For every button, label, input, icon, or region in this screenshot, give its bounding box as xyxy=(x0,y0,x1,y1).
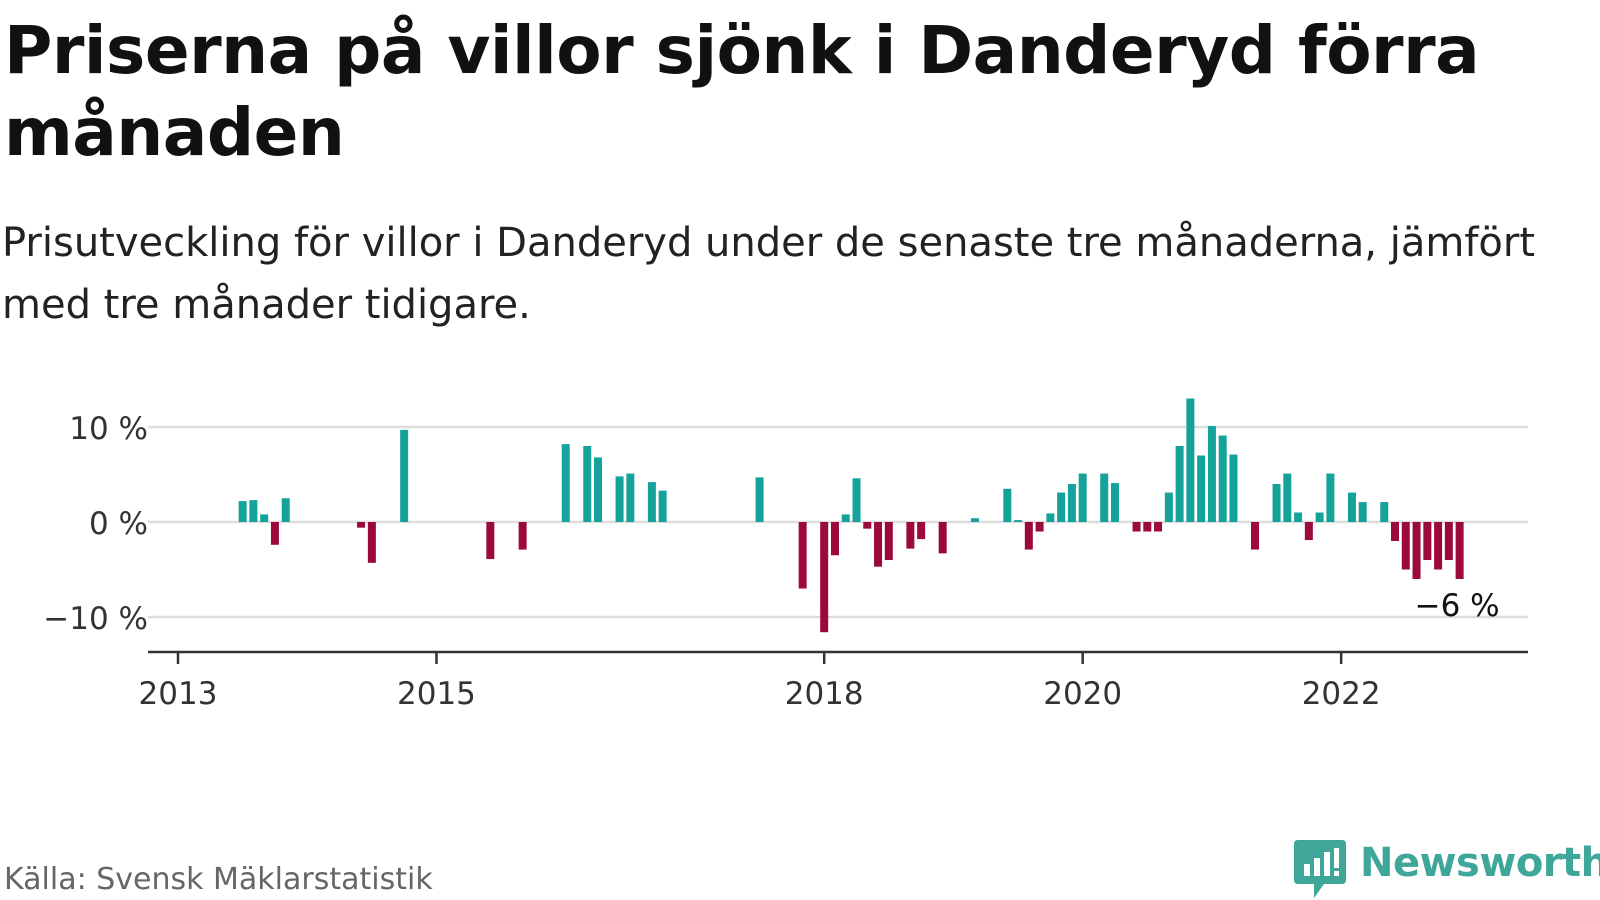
bar xyxy=(917,522,926,540)
bar xyxy=(863,522,872,529)
annotation-label: −6 % xyxy=(1415,588,1500,624)
x-tick-label: 2018 xyxy=(785,676,864,712)
bar xyxy=(906,522,915,549)
bar xyxy=(1326,473,1335,522)
bar xyxy=(1035,522,1044,532)
bar xyxy=(1154,522,1163,532)
bar xyxy=(270,522,279,545)
bar xyxy=(1110,483,1119,522)
bar xyxy=(1229,454,1238,522)
x-tick-label: 2013 xyxy=(139,676,218,712)
bar xyxy=(1143,522,1152,532)
bar xyxy=(281,498,290,522)
bar xyxy=(1434,522,1443,570)
bar xyxy=(1207,426,1216,522)
bar xyxy=(1186,398,1195,522)
bar xyxy=(1444,522,1453,560)
y-tick-label: 10 % xyxy=(69,411,148,447)
bar xyxy=(1100,473,1109,522)
bar xyxy=(1132,522,1141,532)
bar xyxy=(1380,502,1389,522)
bar xyxy=(626,473,635,522)
bar xyxy=(755,477,764,522)
bar xyxy=(1423,522,1432,560)
bar xyxy=(1197,455,1206,522)
y-tick-label: 0 % xyxy=(89,506,148,542)
bar xyxy=(615,476,624,522)
bar xyxy=(884,522,893,560)
bar xyxy=(874,522,883,567)
chart-title: Priserna på villor sjönk i Danderyd förr… xyxy=(4,12,1480,171)
bar xyxy=(260,514,269,522)
bar xyxy=(1412,522,1421,579)
bar-chart: 10 % 0 % −10 % 2013 2015 2018 2020 2022 −6 % xyxy=(43,398,1528,712)
bars xyxy=(238,398,1464,633)
x-tick-label: 2020 xyxy=(1043,676,1122,712)
bar xyxy=(830,522,839,556)
bar xyxy=(1347,492,1356,522)
bar xyxy=(1046,513,1055,522)
bar xyxy=(594,457,603,522)
x-tick-label: 2022 xyxy=(1302,676,1381,712)
bar xyxy=(561,444,570,522)
bar xyxy=(1455,522,1464,579)
bar xyxy=(518,522,527,550)
bar xyxy=(1304,522,1313,541)
bar xyxy=(1003,488,1012,522)
bar xyxy=(658,490,667,522)
bar xyxy=(1218,435,1227,522)
bar xyxy=(583,446,592,522)
brand-logo: Newsworthy xyxy=(1294,840,1600,900)
bar xyxy=(798,522,807,589)
bar xyxy=(970,518,979,522)
bar xyxy=(852,478,861,522)
x-tick-label: 2015 xyxy=(397,676,476,712)
bar xyxy=(1014,520,1023,522)
bar xyxy=(938,522,947,554)
bar xyxy=(400,429,409,522)
bar xyxy=(1272,484,1281,522)
bar xyxy=(1315,512,1324,522)
bar xyxy=(820,522,829,633)
source-note: Källa: Svensk Mäklarstatistik xyxy=(4,862,433,897)
x-axis xyxy=(148,650,1528,664)
bar xyxy=(357,522,366,528)
bar xyxy=(486,522,495,560)
bar xyxy=(1057,492,1066,522)
bar xyxy=(1283,473,1292,522)
bar xyxy=(647,482,656,522)
brand-name: Newsworthy xyxy=(1360,840,1600,886)
y-tick-label: −10 % xyxy=(43,601,148,637)
axis-labels: 10 % 0 % −10 % 2013 2015 2018 2020 2022 −6 % xyxy=(43,411,1499,712)
bar xyxy=(1391,522,1400,541)
bar xyxy=(1401,522,1410,570)
chart-subtitle: Prisutveckling för villor i Danderyd und… xyxy=(2,220,1536,328)
bar xyxy=(238,501,247,522)
bar xyxy=(1078,473,1087,522)
bar xyxy=(1164,492,1173,522)
bar xyxy=(367,522,376,563)
bar xyxy=(1067,484,1076,522)
newsworthy-logo-icon xyxy=(1294,840,1346,898)
bar xyxy=(841,514,850,522)
bar xyxy=(1251,522,1259,550)
bar xyxy=(249,500,258,522)
bar xyxy=(1294,512,1303,522)
bar xyxy=(1024,522,1033,550)
bar xyxy=(1358,502,1367,522)
bar xyxy=(1175,446,1184,522)
